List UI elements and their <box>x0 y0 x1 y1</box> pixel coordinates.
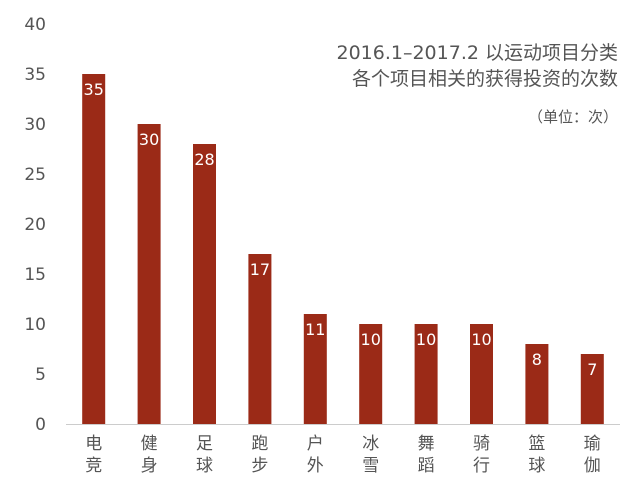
bar-data-label: 10 <box>361 330 381 349</box>
bars: 35 30 28 17 11 10 10 10 8 7 <box>82 74 604 424</box>
bar <box>137 124 161 424</box>
x-tick-label: 电竞 <box>85 434 102 476</box>
x-tick-label: 骑行 <box>473 434 490 476</box>
y-tick-label: 15 <box>24 265 46 285</box>
y-tick-label: 40 <box>24 15 46 35</box>
y-tick-label: 5 <box>35 365 46 385</box>
bar-data-label: 7 <box>587 360 597 379</box>
bar <box>414 324 438 424</box>
bar-data-label: 11 <box>305 320 325 339</box>
bar-data-label: 8 <box>532 350 542 369</box>
x-tick-label: 篮球 <box>528 434 545 476</box>
bar <box>525 344 549 424</box>
bar <box>470 324 493 424</box>
x-tick-label: 户外 <box>307 434 324 476</box>
bar-data-label: 28 <box>194 150 214 169</box>
bar <box>193 144 216 424</box>
bar-data-label: 10 <box>471 330 491 349</box>
x-tick-label: 跑步 <box>251 434 268 476</box>
unit-label: （单位：次） <box>527 108 618 126</box>
bar <box>82 74 106 424</box>
chart-title-line-2: 各个项目相关的获得投资的次数 <box>351 68 618 90</box>
y-axis: 0 5 10 15 20 25 30 35 40 <box>24 15 46 435</box>
y-tick-label: 0 <box>35 415 46 435</box>
y-tick-label: 10 <box>24 315 46 335</box>
x-tick-label: 瑜伽 <box>584 434 601 476</box>
bar <box>359 324 383 424</box>
bar-data-label: 10 <box>416 330 436 349</box>
x-tick-label: 足球 <box>196 434 213 476</box>
y-tick-label: 25 <box>24 165 46 185</box>
x-tick-label: 健身 <box>141 434 158 476</box>
x-tick-label: 舞蹈 <box>418 434 435 476</box>
bar-data-label: 35 <box>84 80 104 99</box>
chart-title-line-1: 2016.1–2017.2 以运动项目分类 <box>336 42 618 64</box>
y-tick-label: 30 <box>24 115 46 135</box>
bar <box>580 354 604 424</box>
bar <box>303 314 327 424</box>
y-tick-label: 35 <box>24 65 46 85</box>
x-tick-label: 冰雪 <box>362 434 379 476</box>
bar-data-label: 30 <box>139 130 159 149</box>
chart-title-block: 2016.1–2017.2 以运动项目分类 各个项目相关的获得投资的次数 （单位… <box>336 40 618 128</box>
bar <box>248 254 272 424</box>
y-tick-label: 20 <box>24 215 46 235</box>
bar-data-label: 17 <box>250 260 270 279</box>
